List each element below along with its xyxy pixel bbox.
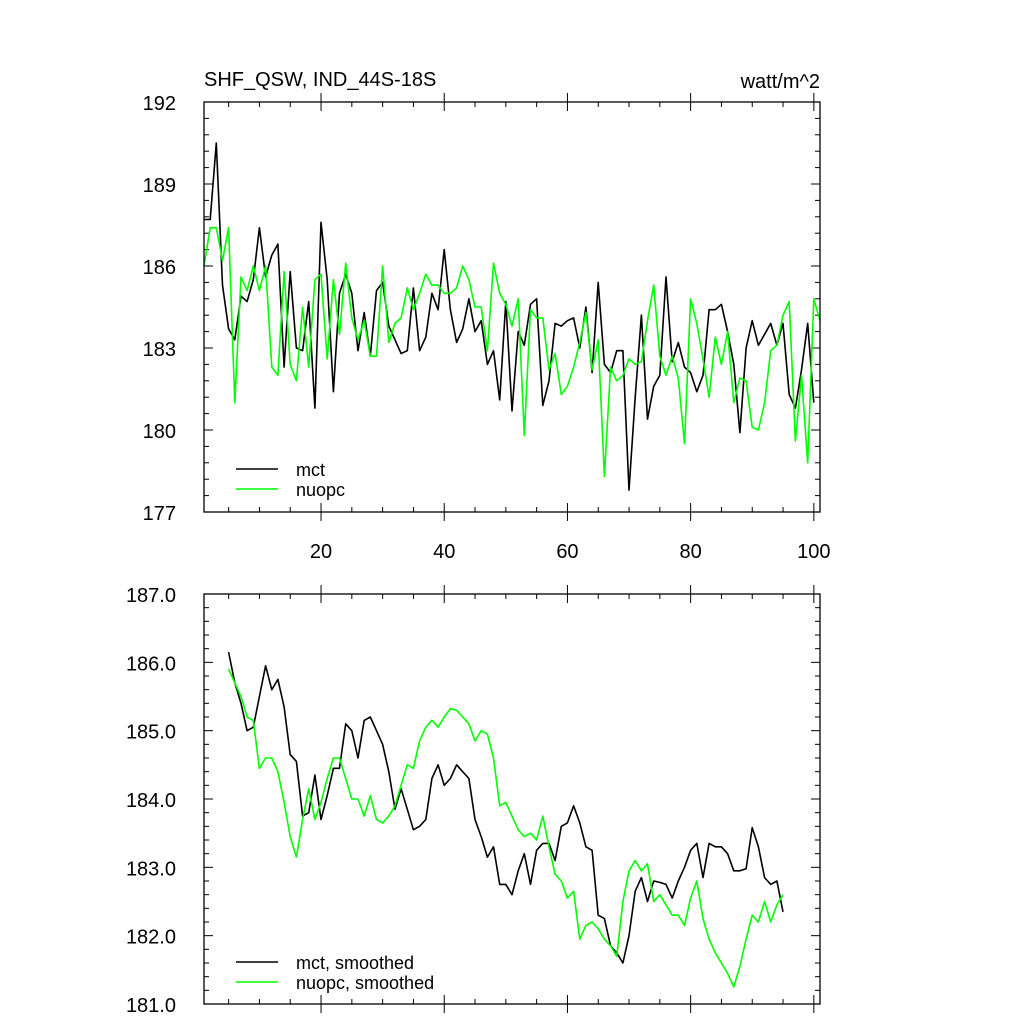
top-plot-tick-labels: 177 180 183 186 189 192 20 40 60 80 100 (143, 93, 831, 563)
y-tick-label: 187.0 (126, 585, 176, 607)
bottom-plot-legend: mct, smoothed nuopc, smoothed (236, 953, 434, 993)
top-plot-series (203, 142, 821, 491)
bottom-plot-ticks (204, 585, 820, 1013)
top-plot-title: SHF_QSW, IND_44S-18S (204, 69, 436, 91)
series-line-mct (204, 142, 815, 491)
y-tick-label: 177 (143, 503, 176, 525)
y-tick-label: 186.0 (126, 653, 176, 675)
y-tick-label: 183.0 (126, 858, 176, 880)
bottom-plot-series (227, 651, 784, 988)
y-tick-label: 189 (143, 175, 176, 197)
legend-label-mct-smoothed: mct, smoothed (296, 953, 414, 973)
x-tick-label: 80 (680, 541, 702, 563)
y-tick-label: 181.0 (126, 995, 176, 1017)
x-tick-label: 60 (556, 541, 578, 563)
bottom-plot-frame (203, 593, 821, 1005)
legend-label-nuopc: nuopc (296, 480, 345, 500)
series-line-mct-smoothed (227, 651, 784, 964)
y-tick-label: 192 (143, 93, 176, 115)
x-tick-label: 100 (797, 541, 830, 563)
y-tick-label: 180 (143, 421, 176, 443)
top-plot-units: watt/m^2 (740, 71, 820, 93)
legend-label-nuopc-smoothed: nuopc, smoothed (296, 973, 434, 993)
series-line-nuopc (203, 226, 821, 478)
legend-label-mct: mct (296, 460, 325, 480)
top-plot-panel: SHF_QSW, IND_44S-18S watt/m^2 1771801831… (143, 69, 831, 563)
x-tick-label: 40 (433, 541, 455, 563)
y-tick-label: 184.0 (126, 790, 176, 812)
series-line-nuopc-smoothed (227, 668, 784, 988)
x-tick-label: 20 (310, 541, 332, 563)
top-plot-frame (203, 101, 821, 513)
y-tick-label: 186 (143, 257, 176, 279)
y-tick-label: 182.0 (126, 927, 176, 949)
top-plot-legend: mct nuopc (236, 460, 345, 500)
y-tick-label: 183 (143, 339, 176, 361)
bottom-plot-tick-labels: 181.0 182.0 183.0 184.0 185.0 186.0 187.0 (126, 585, 176, 1017)
bottom-plot-panel: 181.0 182.0 183.0 184.0 185.0 186.0 187.0 mct,… (126, 585, 821, 1017)
y-tick-label: 185.0 (126, 722, 176, 744)
